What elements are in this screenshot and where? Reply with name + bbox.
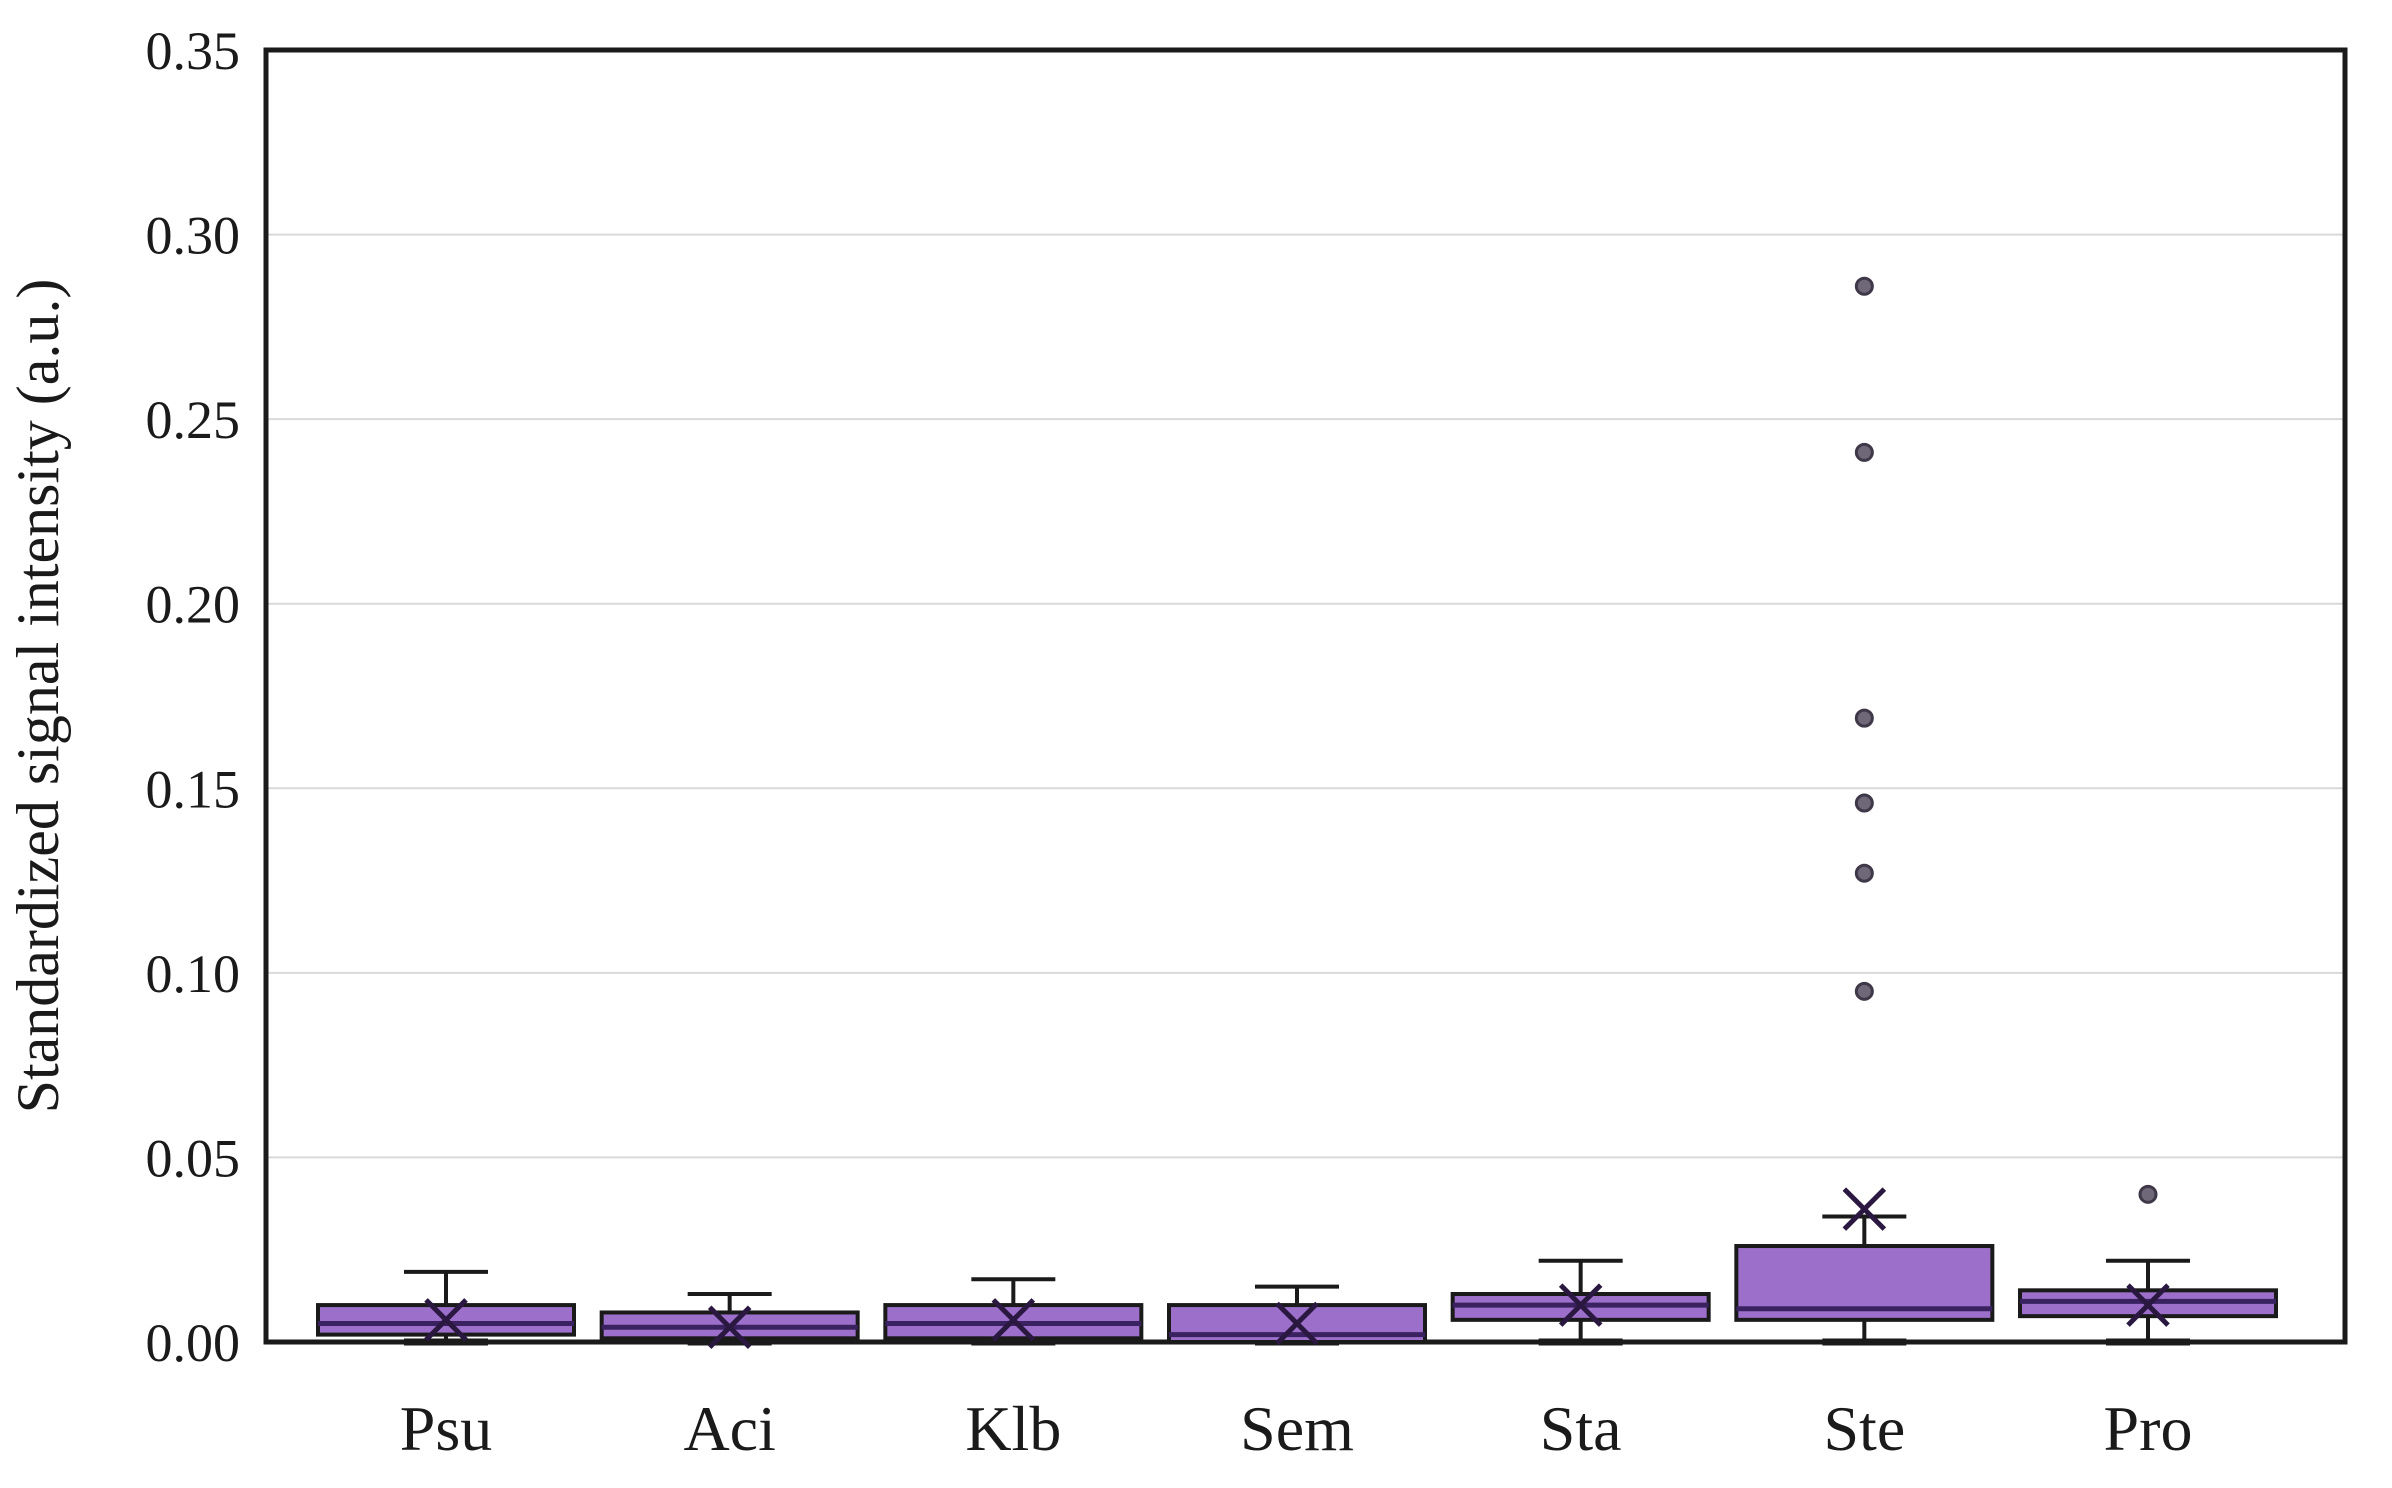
y-tick-label-0.15: 0.15: [146, 759, 241, 819]
mean-marker-x: [991, 1298, 1036, 1342]
x-category-label-Sem: Sem: [1240, 1393, 1354, 1464]
mean-marker-x: [2126, 1283, 2170, 1327]
y-tick-label-0.35: 0.35: [146, 21, 241, 81]
y-tick-label-0.20: 0.20: [146, 575, 241, 635]
mean-marker-x: [1558, 1283, 1603, 1327]
outlier-point: [1854, 863, 1874, 883]
y-tick-label-0.00: 0.00: [146, 1313, 241, 1373]
chart-generated-content: 0.00 0.05 0.10 0.15 0.20 0.25 0.30 0.35 Psu Aci Kl…: [146, 21, 2348, 1464]
boxplot-Pro: [2018, 1184, 2279, 1346]
x-category-label-Aci: Aci: [683, 1393, 775, 1464]
boxplot-Aci: [599, 1292, 860, 1350]
x-category-label-Klb: Klb: [965, 1393, 1061, 1464]
mean-marker-x: [707, 1305, 752, 1350]
x-category-label-Ste: Ste: [1823, 1393, 1905, 1464]
mean-marker-x: [424, 1298, 468, 1342]
outlier-point: [1854, 442, 1874, 462]
x-category-label-Sta: Sta: [1540, 1393, 1622, 1464]
boxplot-Sem: [1167, 1284, 1428, 1346]
outlier-point: [1854, 981, 1874, 1001]
boxplot-Ste: [1734, 276, 1995, 1346]
boxplot-Psu: [316, 1269, 576, 1346]
mean-marker-x: [1842, 1187, 1887, 1231]
boxplot-Klb: [883, 1277, 1144, 1346]
boxplot-Sta: [1450, 1258, 1711, 1346]
y-tick-label-0.25: 0.25: [146, 390, 241, 450]
outlier-point: [1854, 276, 1874, 296]
x-category-label-Psu: Psu: [400, 1393, 493, 1464]
y-tick-label-0.10: 0.10: [146, 944, 241, 1004]
plot-frame: [263, 47, 2348, 1345]
outlier-point: [1854, 708, 1874, 728]
x-category-label-Pro: Pro: [2104, 1393, 2193, 1464]
y-tick-label-0.05: 0.05: [146, 1128, 241, 1188]
mean-marker-x: [1275, 1301, 1319, 1346]
outlier-point: [2138, 1184, 2158, 1204]
y-tick-label-0.30: 0.30: [146, 206, 241, 266]
y-axis-title: Standardized signal intensity (a.u.): [5, 279, 71, 1114]
outlier-point: [1854, 793, 1874, 813]
